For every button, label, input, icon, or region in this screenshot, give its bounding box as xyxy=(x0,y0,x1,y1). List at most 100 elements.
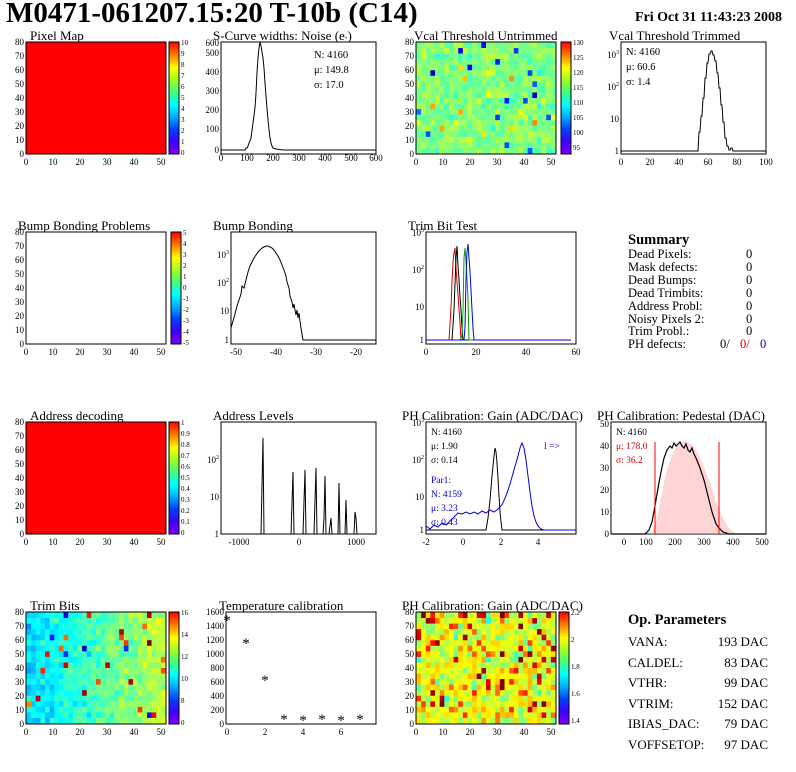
svg-text:20: 20 xyxy=(405,691,415,701)
svg-text:10: 10 xyxy=(439,157,449,167)
svg-text:40: 40 xyxy=(600,441,610,451)
svg-text:0: 0 xyxy=(605,529,610,539)
svg-text:50: 50 xyxy=(15,459,25,469)
svg-text:20: 20 xyxy=(76,537,86,547)
svg-text:0: 0 xyxy=(181,529,185,537)
svg-text:20: 20 xyxy=(472,347,482,357)
svg-text:80: 80 xyxy=(15,37,25,47)
svg-text:0.6: 0.6 xyxy=(181,463,190,471)
svg-text:30: 30 xyxy=(493,157,503,167)
svg-text:125: 125 xyxy=(573,54,584,62)
svg-text:0.1: 0.1 xyxy=(181,518,190,526)
svg-text:-2: -2 xyxy=(183,306,189,314)
svg-text:400: 400 xyxy=(726,537,740,547)
svg-text:103: 103 xyxy=(412,418,424,428)
svg-text:-30: -30 xyxy=(310,347,322,357)
svg-text:60: 60 xyxy=(704,157,714,167)
svg-text:40: 40 xyxy=(130,727,140,737)
svg-text:50: 50 xyxy=(547,157,557,167)
svg-text:300: 300 xyxy=(292,153,306,163)
svg-text:20: 20 xyxy=(15,121,25,131)
svg-text:4: 4 xyxy=(536,537,541,547)
svg-text:l =>: l => xyxy=(544,442,560,452)
svg-text:-50: -50 xyxy=(230,347,242,357)
svg-text:40: 40 xyxy=(405,93,415,103)
svg-text:120: 120 xyxy=(573,69,584,77)
svg-text:N: 4159: N: 4159 xyxy=(431,490,462,500)
svg-text:20: 20 xyxy=(15,691,25,701)
svg-text:400: 400 xyxy=(211,691,225,701)
svg-text:-1: -1 xyxy=(183,295,189,303)
svg-text:9: 9 xyxy=(181,50,185,58)
svg-text:6: 6 xyxy=(339,727,344,737)
svg-text:50: 50 xyxy=(157,157,167,167)
svg-text:16: 16 xyxy=(181,609,189,617)
svg-text:40: 40 xyxy=(15,93,25,103)
svg-text:10: 10 xyxy=(415,302,425,312)
svg-text:10: 10 xyxy=(181,39,189,47)
svg-text:μ: 3.23: μ: 3.23 xyxy=(431,504,458,514)
svg-text:μ: 149.8: μ: 149.8 xyxy=(314,65,349,76)
svg-text:N: 4160: N: 4160 xyxy=(314,50,348,61)
svg-text:0: 0 xyxy=(183,284,187,292)
svg-text:500: 500 xyxy=(344,153,358,163)
svg-text:1: 1 xyxy=(181,138,185,146)
svg-text:50: 50 xyxy=(405,649,415,659)
svg-text:130: 130 xyxy=(573,39,584,47)
svg-text:0: 0 xyxy=(297,537,302,547)
svg-text:1200: 1200 xyxy=(206,635,225,645)
svg-text:σ: 36.2: σ: 36.2 xyxy=(616,456,643,466)
svg-text:1000: 1000 xyxy=(206,649,225,659)
svg-text:10: 10 xyxy=(405,135,415,145)
svg-text:0.8: 0.8 xyxy=(181,441,190,449)
svg-text:-4: -4 xyxy=(183,328,189,336)
svg-text:10: 10 xyxy=(600,507,610,517)
svg-text:10: 10 xyxy=(15,325,25,335)
svg-text:30: 30 xyxy=(405,107,415,117)
svg-text:103: 103 xyxy=(607,50,619,60)
svg-text:40: 40 xyxy=(15,473,25,483)
svg-text:200: 200 xyxy=(668,537,682,547)
svg-text:1: 1 xyxy=(225,335,230,345)
svg-text:0: 0 xyxy=(24,157,29,167)
svg-text:40: 40 xyxy=(15,663,25,673)
svg-text:30: 30 xyxy=(15,487,25,497)
svg-text:60: 60 xyxy=(15,445,25,455)
svg-text:103: 103 xyxy=(412,228,424,238)
svg-text:70: 70 xyxy=(15,241,25,251)
svg-text:20: 20 xyxy=(76,347,86,357)
svg-text:8: 8 xyxy=(181,61,185,69)
svg-text:10: 10 xyxy=(210,492,220,502)
svg-text:1000: 1000 xyxy=(347,537,366,547)
svg-text:2.2: 2.2 xyxy=(571,609,580,617)
svg-text:70: 70 xyxy=(15,621,25,631)
svg-text:10: 10 xyxy=(610,114,620,124)
svg-text:4: 4 xyxy=(301,727,306,737)
svg-text:10: 10 xyxy=(415,492,425,502)
svg-text:30: 30 xyxy=(493,727,503,737)
svg-text:80: 80 xyxy=(15,227,25,237)
svg-text:0: 0 xyxy=(461,537,466,547)
svg-text:100: 100 xyxy=(206,124,220,134)
svg-text:102: 102 xyxy=(412,265,424,275)
svg-text:500: 500 xyxy=(755,537,769,547)
svg-text:60: 60 xyxy=(15,635,25,645)
svg-text:0.7: 0.7 xyxy=(181,452,190,460)
svg-text:40: 40 xyxy=(520,727,530,737)
svg-text:400: 400 xyxy=(318,153,332,163)
svg-text:2: 2 xyxy=(571,636,575,644)
svg-text:600: 600 xyxy=(206,38,220,48)
svg-text:5: 5 xyxy=(181,94,185,102)
svg-text:5: 5 xyxy=(183,229,187,237)
svg-text:10: 10 xyxy=(439,727,449,737)
svg-text:20: 20 xyxy=(76,157,86,167)
svg-text:100: 100 xyxy=(639,537,653,547)
svg-text:80: 80 xyxy=(15,417,25,427)
svg-text:80: 80 xyxy=(733,157,743,167)
svg-text:70: 70 xyxy=(405,621,415,631)
svg-text:60: 60 xyxy=(405,65,415,75)
svg-text:50: 50 xyxy=(157,727,167,737)
svg-text:70: 70 xyxy=(405,51,415,61)
svg-text:20: 20 xyxy=(466,727,476,737)
svg-text:10: 10 xyxy=(49,537,59,547)
